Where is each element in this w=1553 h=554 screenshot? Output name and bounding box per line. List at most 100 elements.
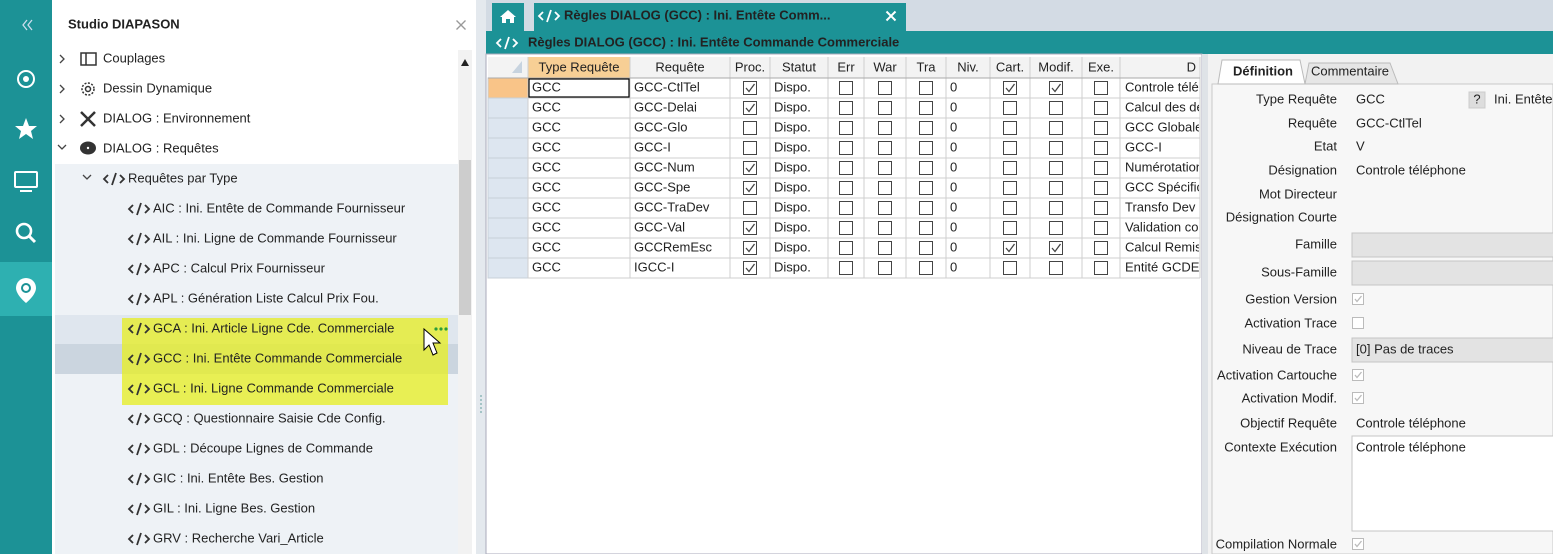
- checkbox[interactable]: [839, 201, 853, 215]
- column-header[interactable]: Proc.: [735, 59, 765, 74]
- checkbox[interactable]: [1049, 241, 1063, 255]
- checkbox[interactable]: [743, 261, 757, 275]
- tree-item[interactable]: Couplages: [103, 50, 166, 65]
- checkbox[interactable]: [743, 221, 757, 235]
- tree-chevron[interactable]: [59, 114, 65, 124]
- checkbox[interactable]: [743, 181, 757, 195]
- checkbox[interactable]: [1094, 221, 1108, 235]
- tree-item[interactable]: GIL : Ini. Ligne Bes. Gestion: [153, 500, 315, 515]
- scroll-thumb[interactable]: [459, 160, 471, 315]
- tree-chevron[interactable]: [59, 54, 65, 64]
- tree-item[interactable]: Requêtes par Type: [128, 170, 238, 185]
- row-header[interactable]: [487, 157, 529, 179]
- row-header[interactable]: [487, 197, 529, 219]
- row-header[interactable]: [487, 97, 529, 119]
- collapse-icon[interactable]: [22, 19, 28, 31]
- checkbox[interactable]: [839, 161, 853, 175]
- more-dot[interactable]: [439, 327, 443, 331]
- row-header[interactable]: [487, 117, 529, 139]
- checkbox[interactable]: [839, 221, 853, 235]
- tree-item[interactable]: GCQ : Questionnaire Saisie Cde Config.: [153, 410, 386, 425]
- checkbox[interactable]: [1003, 261, 1017, 275]
- checkbox[interactable]: [839, 101, 853, 115]
- checkbox[interactable]: [1049, 121, 1063, 135]
- checkbox[interactable]: [743, 141, 757, 155]
- column-header[interactable]: Cart.: [996, 59, 1024, 74]
- column-header[interactable]: Type Requête: [539, 59, 620, 74]
- checkbox[interactable]: [1049, 141, 1063, 155]
- checkbox[interactable]: [919, 121, 933, 135]
- tree-chevron[interactable]: [59, 84, 65, 94]
- tree-item[interactable]: Dessin Dynamique: [103, 80, 212, 95]
- checkbox[interactable]: [878, 241, 892, 255]
- star-icon[interactable]: [15, 118, 37, 139]
- tree-item[interactable]: AIL : Ini. Ligne de Commande Fournisseur: [153, 230, 397, 245]
- checkbox[interactable]: [839, 261, 853, 275]
- checkbox[interactable]: [743, 121, 757, 135]
- tree-item[interactable]: GCC : Ini. Entête Commande Commerciale: [153, 350, 402, 365]
- checkbox[interactable]: [919, 241, 933, 255]
- tree-chevron[interactable]: [57, 144, 67, 150]
- tree-item[interactable]: GDL : Découpe Lignes de Commande: [153, 440, 373, 455]
- more-dot[interactable]: [434, 327, 438, 331]
- checkbox[interactable]: [919, 221, 933, 235]
- column-header[interactable]: Modif.: [1038, 59, 1073, 74]
- tree-item[interactable]: GCA : Ini. Article Ligne Cde. Commercial…: [153, 320, 394, 335]
- tree-item[interactable]: DIALOG : Requêtes: [103, 140, 219, 155]
- checkbox[interactable]: [1094, 201, 1108, 215]
- checkbox[interactable]: [1049, 181, 1063, 195]
- row-header[interactable]: [487, 177, 529, 199]
- checkbox[interactable]: [919, 161, 933, 175]
- checkbox[interactable]: [919, 201, 933, 215]
- scroll-up[interactable]: [461, 59, 469, 66]
- tree-item[interactable]: AIC : Ini. Entête de Commande Fournisseu…: [153, 200, 406, 215]
- checkbox[interactable]: [878, 201, 892, 215]
- help-box[interactable]: [1468, 91, 1486, 109]
- checkbox[interactable]: [1094, 101, 1108, 115]
- active-tab[interactable]: [534, 3, 906, 31]
- row-header[interactable]: [487, 77, 529, 99]
- checkbox[interactable]: [1094, 181, 1108, 195]
- search-icon[interactable]: [15, 222, 33, 240]
- close-icon[interactable]: [456, 20, 466, 30]
- checkbox[interactable]: [1049, 221, 1063, 235]
- tree-item[interactable]: GCL : Ini. Ligne Commande Commerciale: [153, 380, 394, 395]
- checkbox[interactable]: [1003, 161, 1017, 175]
- checkbox[interactable]: [1094, 161, 1108, 175]
- checkbox[interactable]: [1049, 81, 1063, 95]
- row-header[interactable]: [487, 237, 529, 259]
- checkbox[interactable]: [878, 81, 892, 95]
- tree-item[interactable]: GRV : Recherche Vari_Article: [153, 530, 324, 545]
- wheel-icon[interactable]: [17, 70, 35, 88]
- column-header[interactable]: Exe.: [1088, 59, 1114, 74]
- checkbox[interactable]: [1003, 201, 1017, 215]
- checkbox[interactable]: [1094, 241, 1108, 255]
- checkbox[interactable]: [743, 241, 757, 255]
- column-header[interactable]: Requête: [655, 59, 704, 74]
- checkbox[interactable]: [878, 121, 892, 135]
- checkbox[interactable]: [1003, 101, 1017, 115]
- column-header[interactable]: War: [873, 59, 897, 74]
- checkbox[interactable]: [1094, 261, 1108, 275]
- tree-item[interactable]: APL : Génération Liste Calcul Prix Fou.: [153, 290, 379, 305]
- checkbox[interactable]: [1094, 141, 1108, 155]
- checkbox[interactable]: [878, 221, 892, 235]
- monitor-icon[interactable]: [14, 171, 38, 188]
- checkbox[interactable]: [919, 81, 933, 95]
- checkbox[interactable]: [1003, 81, 1017, 95]
- checkbox[interactable]: [743, 161, 757, 175]
- checkbox[interactable]: [1094, 81, 1108, 95]
- checkbox[interactable]: [878, 181, 892, 195]
- checkbox[interactable]: [1049, 201, 1063, 215]
- checkbox[interactable]: [878, 261, 892, 275]
- row-header[interactable]: [487, 257, 529, 279]
- checkbox[interactable]: [1049, 261, 1063, 275]
- checkbox[interactable]: [1003, 221, 1017, 235]
- checkbox[interactable]: [839, 181, 853, 195]
- tab-definition[interactable]: [1217, 59, 1306, 85]
- column-header[interactable]: Statut: [782, 59, 816, 74]
- tab-comment[interactable]: [1304, 62, 1399, 85]
- checkbox[interactable]: [839, 141, 853, 155]
- checkbox[interactable]: [919, 141, 933, 155]
- checkbox[interactable]: [878, 161, 892, 175]
